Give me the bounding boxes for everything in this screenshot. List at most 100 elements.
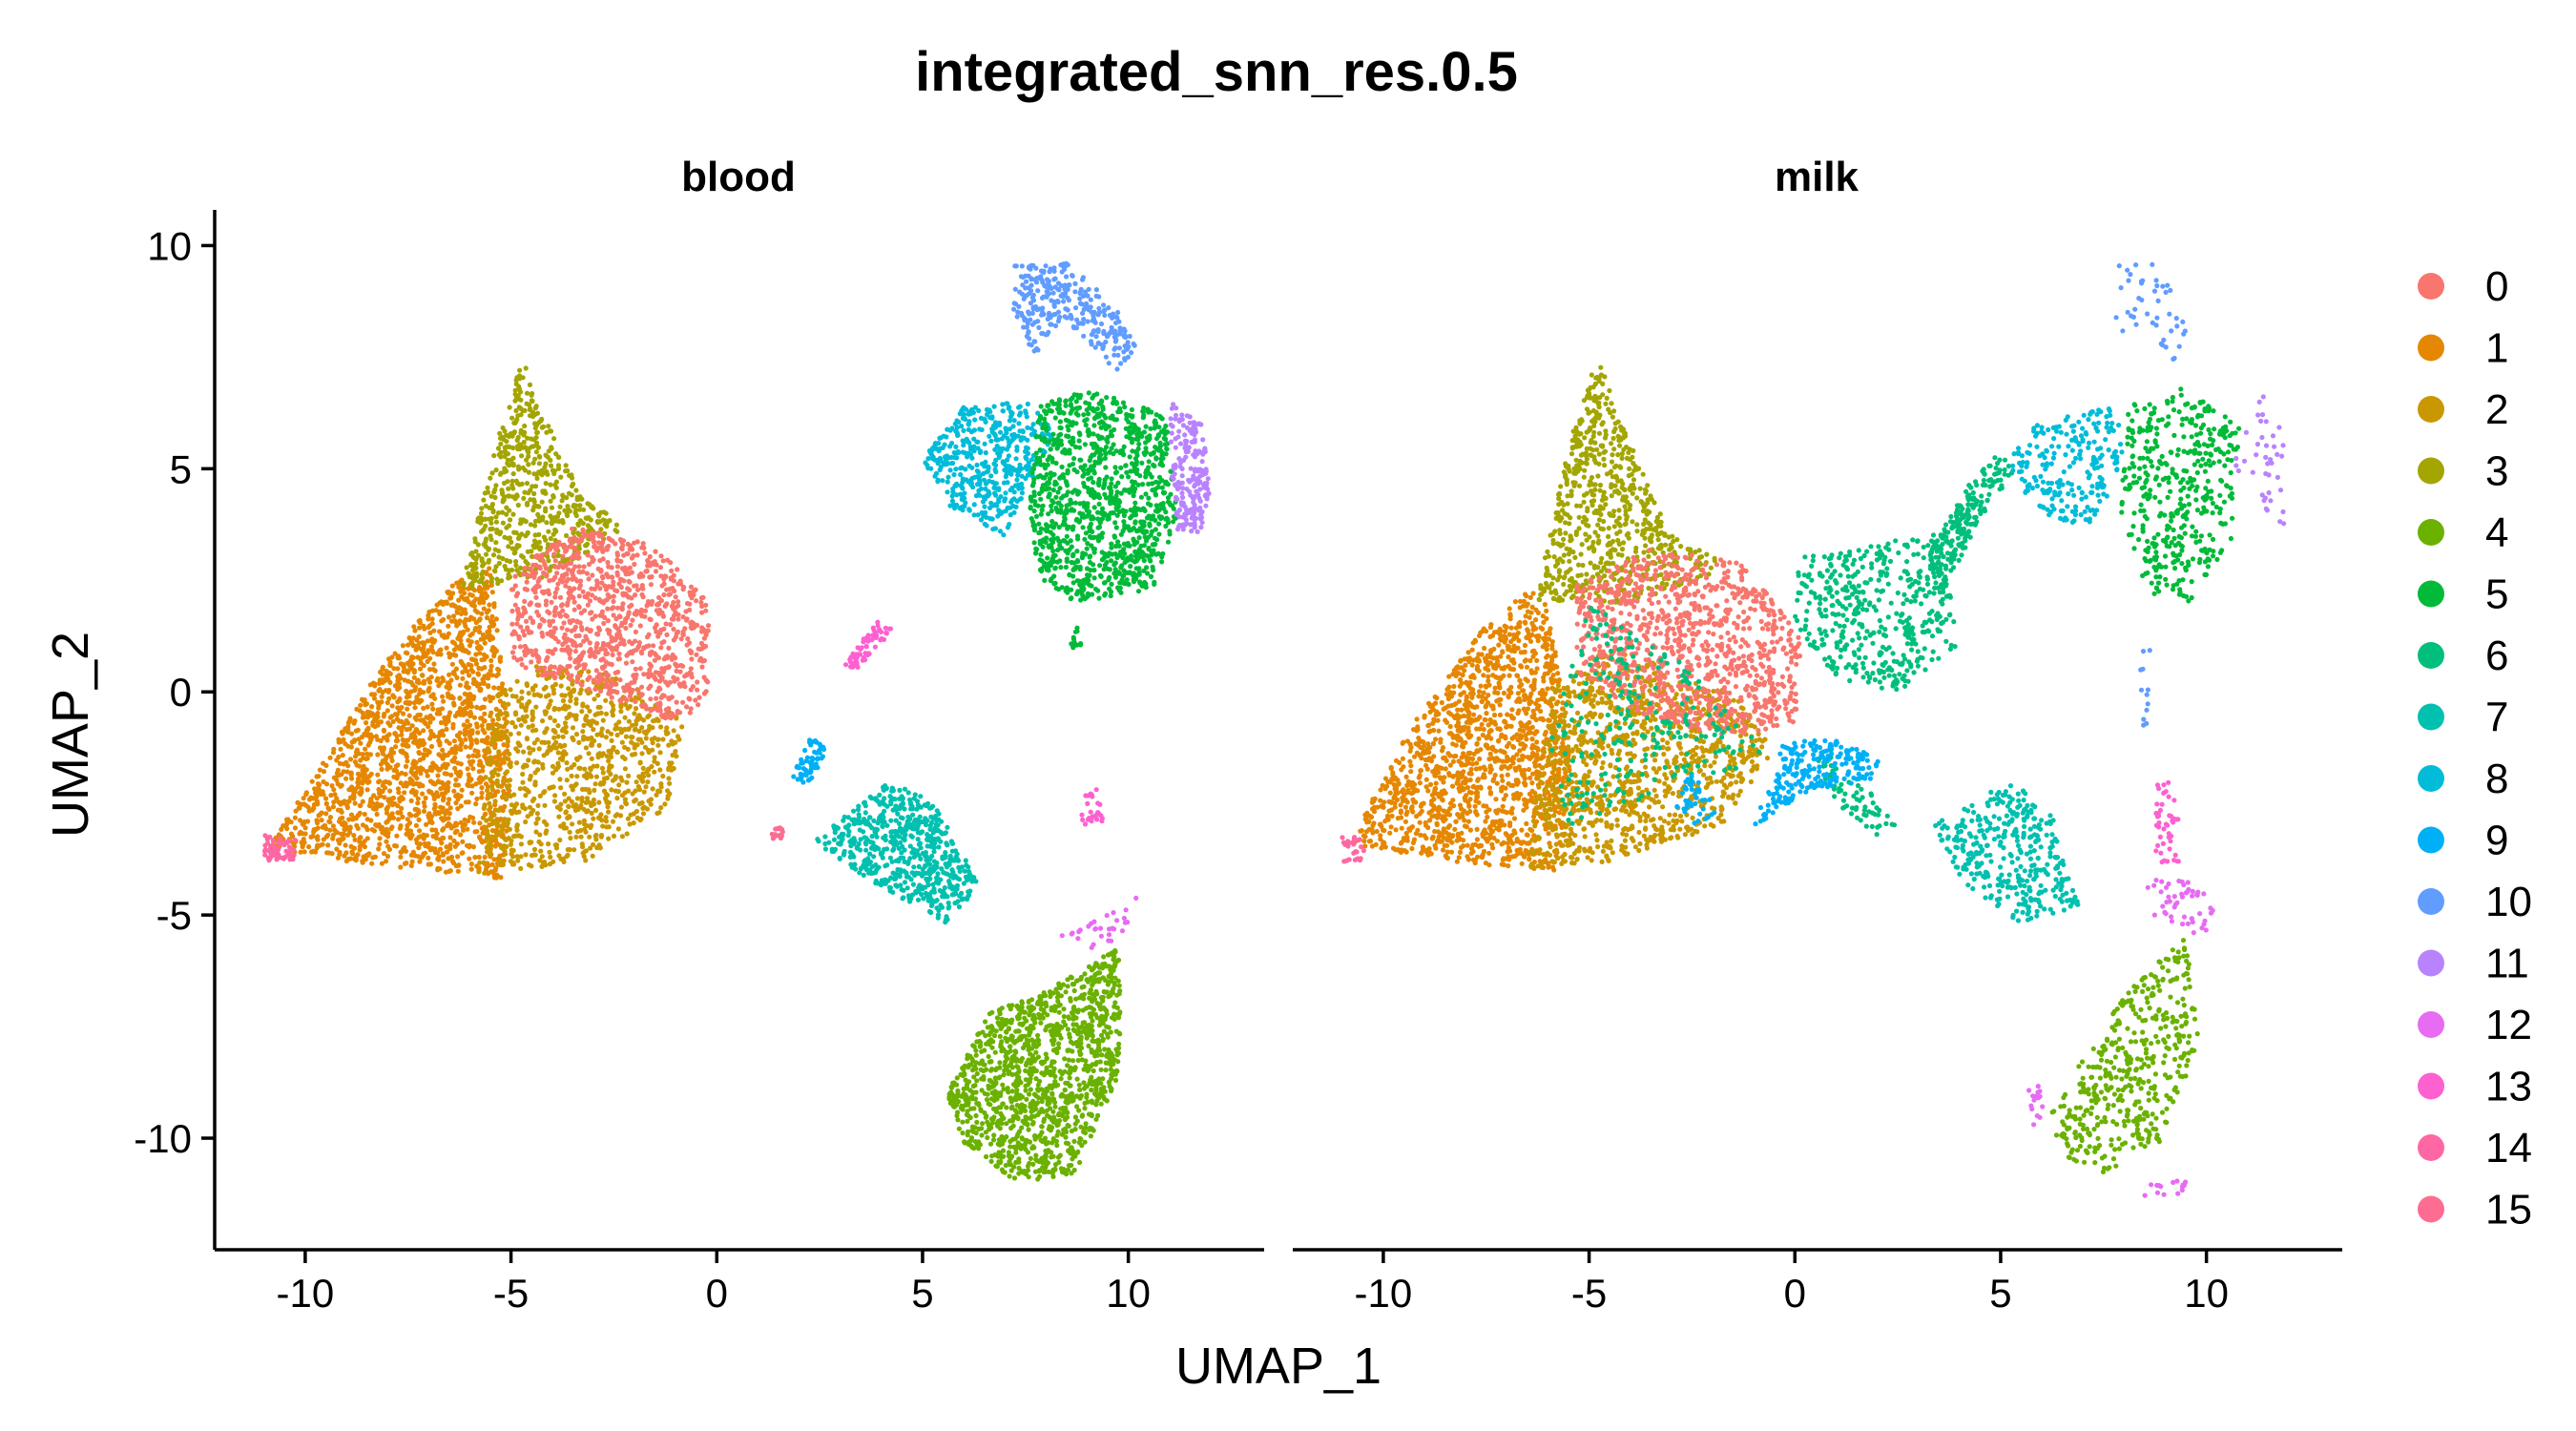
data-point: [623, 571, 629, 577]
data-point: [448, 772, 454, 778]
data-point: [578, 536, 584, 542]
data-point: [585, 501, 591, 507]
data-point: [622, 756, 628, 762]
data-point: [327, 755, 333, 760]
data-point: [586, 576, 592, 582]
data-point: [541, 591, 547, 596]
data-point: [406, 635, 412, 641]
data-point: [284, 817, 290, 822]
data-point: [408, 813, 414, 819]
data-point: [332, 827, 338, 833]
data-point: [571, 689, 576, 695]
data-point: [507, 508, 512, 513]
data-point: [550, 763, 556, 769]
data-point: [441, 616, 447, 623]
data-point: [617, 677, 623, 683]
data-point: [572, 657, 579, 664]
data-point: [647, 661, 653, 667]
data-point: [423, 850, 428, 856]
data-point: [444, 809, 449, 815]
data-point: [893, 858, 900, 863]
data-point: [447, 797, 452, 802]
data-point: [637, 666, 643, 672]
data-point: [479, 611, 485, 616]
data-point: [519, 662, 525, 668]
data-point: [655, 742, 661, 748]
data-point: [566, 714, 571, 719]
data-point: [471, 575, 477, 581]
data-point: [434, 711, 440, 716]
data-point: [529, 630, 534, 635]
data-point: [506, 571, 511, 577]
data-point: [591, 718, 596, 725]
data-point: [384, 810, 390, 816]
data-point: [623, 616, 629, 622]
data-point: [691, 620, 696, 627]
data-point: [331, 787, 337, 793]
data-point: [648, 797, 654, 802]
data-point: [553, 745, 559, 751]
data-point: [555, 639, 561, 645]
data-point: [532, 683, 538, 689]
data-point: [637, 736, 643, 742]
data-point: [488, 668, 493, 674]
data-point: [485, 788, 490, 794]
data-point: [522, 423, 528, 429]
data-point: [364, 756, 369, 762]
data-point: [690, 684, 696, 690]
data-point: [399, 732, 405, 737]
data-point: [536, 517, 543, 523]
data-point: [574, 774, 580, 779]
data-point: [703, 677, 709, 683]
data-point: [377, 778, 383, 784]
data-point: [610, 703, 616, 709]
data-point: [448, 602, 454, 609]
data-point: [510, 854, 516, 860]
data-point: [873, 634, 879, 641]
data-point: [838, 841, 843, 847]
cluster-2-points: [476, 664, 685, 876]
data-point: [519, 453, 525, 459]
data-point: [405, 817, 410, 822]
data-point: [533, 820, 539, 826]
data-point: [681, 584, 687, 591]
data-point: [483, 591, 488, 596]
data-point: [672, 612, 677, 618]
data-point: [463, 736, 468, 742]
data-point: [564, 778, 570, 783]
data-point: [873, 869, 879, 876]
data-point: [515, 535, 522, 542]
data-point: [394, 712, 400, 717]
data-point: [528, 573, 533, 579]
data-point: [328, 793, 334, 798]
data-point: [515, 446, 521, 452]
data-point: [496, 749, 502, 755]
data-point: [603, 518, 609, 524]
data-point: [493, 865, 499, 871]
data-point: [491, 685, 497, 691]
data-point: [605, 673, 611, 678]
data-point: [501, 792, 507, 798]
data-point: [507, 783, 512, 789]
data-point: [605, 792, 611, 798]
data-point: [945, 842, 950, 848]
data-point: [622, 797, 629, 802]
data-point: [384, 819, 389, 825]
data-point: [580, 529, 586, 535]
data-point: [391, 695, 397, 700]
data-point: [453, 800, 459, 806]
data-point: [393, 843, 400, 849]
data-point: [596, 627, 603, 633]
data-point: [598, 730, 604, 736]
data-point: [369, 734, 375, 740]
data-point: [368, 711, 374, 716]
cluster-7-points: [815, 783, 979, 925]
data-point: [416, 854, 422, 860]
data-point: [667, 591, 674, 597]
data-point: [812, 749, 818, 755]
data-point: [512, 724, 518, 730]
data-point: [656, 678, 663, 684]
data-point: [589, 822, 594, 828]
data-point: [472, 855, 478, 861]
data-point: [563, 562, 569, 569]
